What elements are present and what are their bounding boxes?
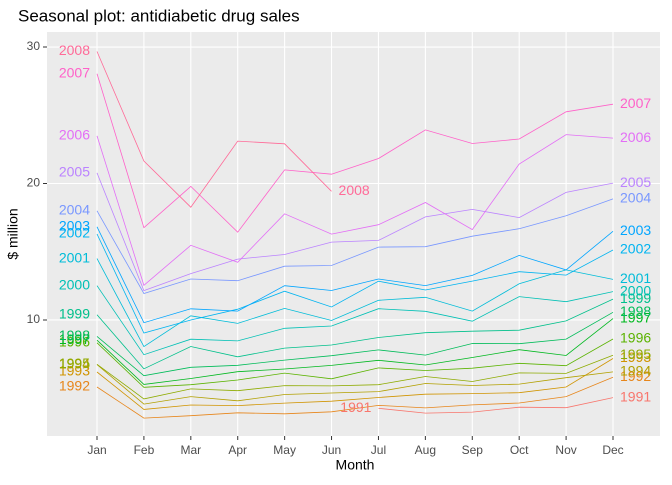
x-tick-label: Nov	[555, 443, 576, 457]
series-line	[96, 134, 614, 286]
series-label-end: 2005	[620, 174, 651, 190]
chart-title: Seasonal plot: antidiabetic drug sales	[18, 6, 300, 25]
series-label-start: 2003	[59, 217, 90, 233]
lines	[96, 51, 614, 419]
series-label-end: 1995	[620, 346, 651, 362]
series-label-start: 2008	[59, 42, 90, 58]
series-line	[96, 285, 614, 356]
series-label-start: 1992	[59, 378, 90, 394]
series-label-end: 2001	[620, 270, 651, 286]
series-label-start: 1993	[59, 363, 90, 379]
series-line	[378, 397, 614, 414]
series-label-start: 2005	[59, 164, 90, 180]
series-label-end: 1993	[620, 349, 651, 365]
x-tick-label: Oct	[510, 443, 529, 457]
series-line	[96, 318, 614, 385]
x-tick-label: Mar	[180, 443, 201, 457]
x-tick-label: Feb	[134, 443, 155, 457]
series-line	[96, 233, 614, 334]
grid	[47, 32, 660, 436]
series-label-end: 1998	[620, 303, 651, 319]
x-tick-label: Jan	[87, 443, 106, 457]
series-line	[96, 172, 614, 292]
series-label-start: 1995	[59, 355, 90, 371]
series-label-start: 2004	[59, 202, 90, 218]
series-label-end: 1991	[620, 388, 651, 404]
y-tick-label: 30	[27, 39, 41, 53]
series-label-end: 1994	[620, 363, 651, 379]
x-axis-label: Month	[336, 457, 375, 473]
series-label-start: 1991	[340, 399, 371, 415]
series-line	[96, 226, 614, 324]
series-line	[96, 358, 614, 410]
series-label-end: 2000	[620, 282, 651, 298]
series-label-end: 1996	[620, 330, 651, 346]
series-label-start: 1996	[59, 333, 90, 349]
series-label-end: 2006	[620, 129, 651, 145]
y-axis-label: $ million	[5, 208, 21, 259]
series-label-end: 1997	[620, 309, 651, 325]
series-label-start: 2002	[59, 225, 90, 241]
x-tick-label: Dec	[602, 443, 623, 457]
x-tick-label: Apr	[228, 443, 247, 457]
x-tick-label: Aug	[415, 443, 436, 457]
series-label-end: 1992	[620, 368, 651, 384]
series-line	[96, 73, 614, 233]
series-line	[96, 338, 614, 388]
x-tick-label: Sep	[462, 443, 484, 457]
series-label-end: 2003	[620, 222, 651, 238]
x-tick-label: Jun	[322, 443, 341, 457]
series-line	[96, 354, 614, 400]
series-line	[96, 51, 332, 208]
series-label-end: 2002	[620, 241, 651, 257]
series-line	[96, 198, 614, 294]
series-label-end: 2004	[620, 190, 651, 206]
x-tick-label: May	[273, 443, 296, 457]
series-label-start: 2006	[59, 127, 90, 143]
y-tick-label: 10	[27, 312, 41, 326]
series-line	[96, 311, 614, 377]
series-label-start: 2001	[59, 249, 90, 265]
panel	[47, 32, 660, 436]
series-label-end: 2008	[339, 182, 370, 198]
series-label-start: 2007	[59, 64, 90, 80]
series-label-end: 2007	[620, 95, 651, 111]
series-line	[96, 258, 614, 348]
x-tick-label: Jul	[371, 443, 386, 457]
series-label-start: 1994	[59, 355, 90, 371]
y-tick-label: 20	[27, 176, 41, 190]
series-line	[96, 376, 614, 419]
series-line	[96, 364, 614, 405]
series-line	[96, 298, 614, 370]
series-label-start: 1997	[59, 331, 90, 347]
series-label-start: 1999	[59, 305, 90, 321]
series-label-end: 1999	[620, 290, 651, 306]
series-label-start: 2000	[59, 276, 90, 292]
series-label-start: 1998	[59, 327, 90, 343]
